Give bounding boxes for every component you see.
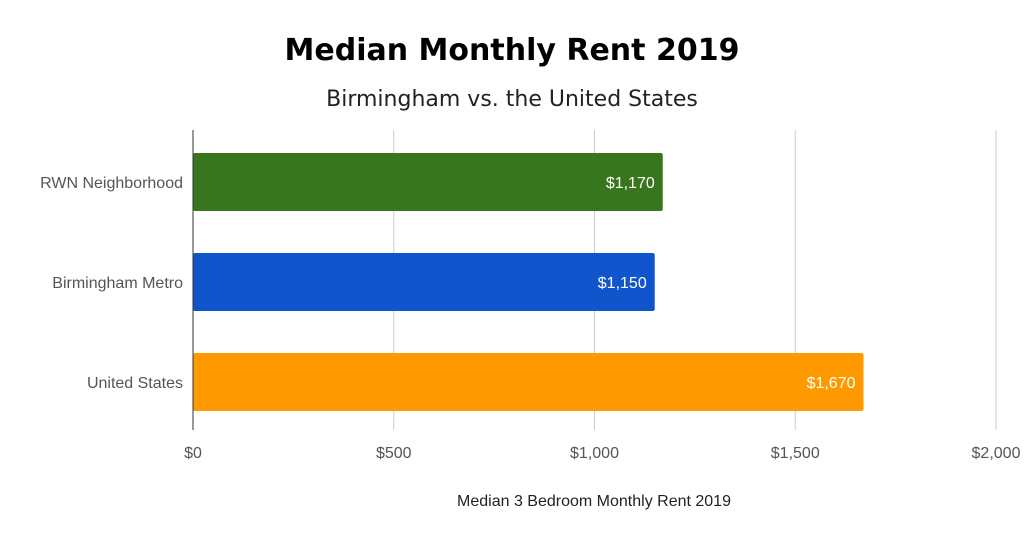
x-tick-label: $1,500 <box>771 445 820 462</box>
bars: $1,170 $1,150 $1,670 <box>193 153 864 411</box>
x-tick-label: $2,000 <box>972 445 1021 462</box>
x-tick-label: $500 <box>376 445 412 462</box>
chart-title: Median Monthly Rent 2019 <box>285 33 740 68</box>
x-axis-ticks: $0 $500 $1,000 $1,500 $2,000 <box>184 445 1020 462</box>
chart-subtitle: Birmingham vs. the United States <box>326 87 698 112</box>
category-label: United States <box>87 375 183 392</box>
x-axis-title: Median 3 Bedroom Monthly Rent 2019 <box>457 493 731 510</box>
category-label: RWN Neighborhood <box>40 175 183 192</box>
x-tick-label: $0 <box>184 445 202 462</box>
bar <box>193 353 864 411</box>
bar-data-label: $1,150 <box>598 275 647 292</box>
x-tick-label: $1,000 <box>570 445 619 462</box>
category-label: Birmingham Metro <box>52 275 183 292</box>
bar <box>193 253 655 311</box>
bar <box>193 153 663 211</box>
category-labels: RWN Neighborhood Birmingham Metro United S… <box>40 175 183 392</box>
bar-data-label: $1,670 <box>807 375 856 392</box>
bar-data-label: $1,170 <box>606 175 655 192</box>
